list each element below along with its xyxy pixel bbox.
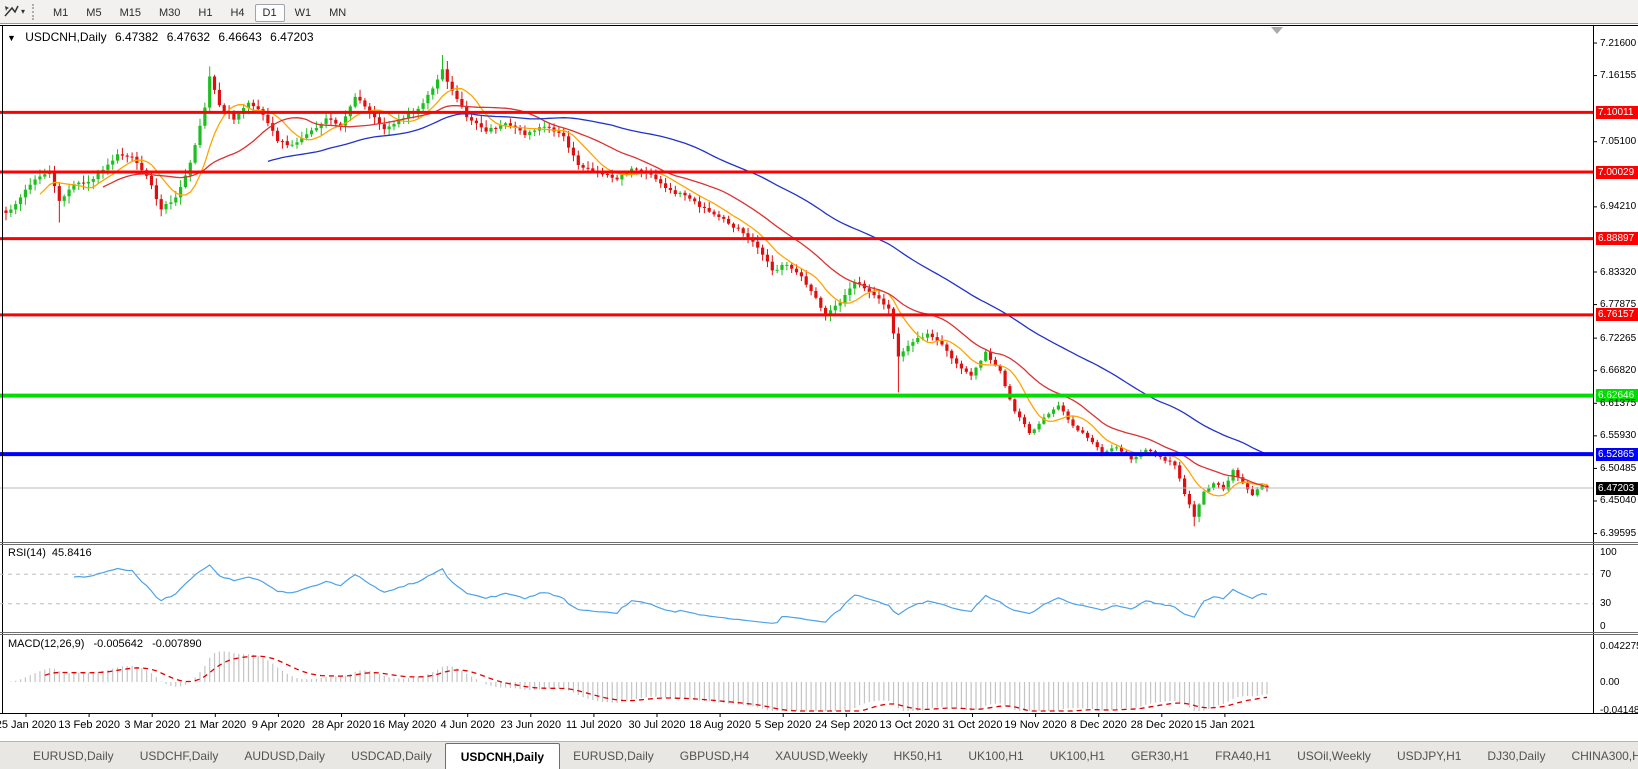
date-label-3: 21 Mar 2020 [184,719,247,731]
tab-XAUUSD-Weekly[interactable]: XAUUSD,Weekly [775,748,868,763]
toolbar: ▾ M1 M5 M15 M30 H1 H4 D1 W1 MN [0,0,1638,24]
chart-shift-marker-icon [1271,27,1283,34]
rsi-tick-100: 100 [1600,546,1617,558]
tab-GER30-H1[interactable]: GER30,H1 [1131,748,1190,763]
macd-tick-0.042275: 0.042275 [1600,640,1638,652]
date-label-14: 13 Oct 2020 [879,719,940,731]
tab-EURUSD-Daily[interactable]: EURUSD,Daily [33,748,114,763]
price-tick-6.39595: 6.39595 [1600,528,1637,540]
price-tick-6.55930: 6.55930 [1600,430,1637,442]
price-level-label-5: 6.52865 [1596,447,1638,461]
chevron-down-icon[interactable]: ▾ [21,7,26,16]
price-tick-6.50485: 6.50485 [1600,462,1637,474]
date-label-18: 28 Dec 2020 [1130,719,1193,731]
macd-tick--0.04148: -0.04148 [1600,704,1638,716]
date-label-1: 13 Feb 2020 [58,719,120,731]
price-level-label-1: 7.00029 [1596,165,1638,179]
ma-55-line [267,113,1268,455]
tab-USOil-Weekly[interactable]: USOil,Weekly [1297,748,1371,763]
price-level-label-4: 6.62646 [1596,389,1638,403]
price-tick-6.72265: 6.72265 [1600,332,1637,344]
timeframe-toolbar: M1 M5 M15 M30 H1 H4 D1 W1 MN [44,3,355,22]
chart-title: ▼ USDCNH,Daily 6.47382 6.47632 6.46643 6… [7,30,314,44]
tab-USDCHF-Daily[interactable]: USDCHF,Daily [139,748,219,763]
rsi-label: RSI(14) 45.8416 [8,547,92,559]
date-label-6: 16 May 2020 [372,719,437,731]
tab-HK50-H1[interactable]: HK50,H1 [893,748,943,763]
rsi-tick-70: 70 [1600,568,1612,580]
timeframe-button-H4[interactable]: H4 [230,6,245,19]
price-tick-6.77875: 6.77875 [1600,299,1637,311]
tab-USDJPY-H1[interactable]: USDJPY,H1 [1396,748,1462,763]
date-label-2: 3 Mar 2020 [124,719,181,731]
price-tick-6.83320: 6.83320 [1600,266,1637,278]
tab-USDCAD-Daily[interactable]: USDCAD,Daily [351,748,432,763]
date-label-7: 4 Jun 2020 [440,719,495,731]
date-label-13: 24 Sep 2020 [815,719,878,731]
price-tick-6.45040: 6.45040 [1600,495,1637,507]
tab-CHINA300-H1[interactable]: CHINA300,H1 [1571,748,1638,763]
tab-USDCNH-Daily[interactable]: USDCNH,Daily [444,743,561,769]
macd-tick-0.00: 0.00 [1600,676,1620,688]
rsi-line [73,564,1268,624]
timeframe-button-M30[interactable]: M30 [158,6,181,19]
date-label-9: 11 Jul 2020 [565,719,622,731]
date-label-12: 5 Sep 2020 [755,719,812,731]
timeframe-button-MN[interactable]: MN [329,6,347,19]
price-level-label-2: 6.88897 [1596,232,1638,246]
date-label-19: 15 Jan 2021 [1194,719,1256,731]
timeframe-button-M5[interactable]: M5 [86,6,102,19]
title-high: 6.47632 [166,30,211,44]
date-label-10: 30 Jul 2020 [628,719,686,731]
tab-UK100-H1[interactable]: UK100,H1 [968,748,1024,763]
price-tick-7.21600: 7.21600 [1600,37,1637,49]
date-label-16: 19 Nov 2020 [1004,719,1067,731]
chart-cursor-icon[interactable] [3,4,20,19]
date-label-5: 28 Apr 2020 [311,719,372,731]
rsi-tick-30: 30 [1600,598,1612,610]
price-tick-7.16155: 7.16155 [1600,70,1637,82]
price-level-label-3: 6.76157 [1596,308,1638,322]
ma-8-line [39,87,1268,497]
date-label-17: 8 Dec 2020 [1070,719,1127,731]
symbol-tab-bar: EURUSD,Daily USDCHF,Daily AUDUSD,Daily USDC… [0,741,1638,769]
macd-label: MACD(12,26,9) -0.005642 -0.007890 [8,638,202,650]
tab-EURUSD-Daily[interactable]: EURUSD,Daily [573,748,654,763]
price-tick-6.61375: 6.61375 [1600,397,1637,409]
timeframe-button-W1[interactable]: W1 [294,6,312,19]
price-tick-6.66820: 6.66820 [1600,365,1637,377]
rsi-tick-0: 0 [1600,620,1606,632]
tab-FRA40-H1[interactable]: FRA40,H1 [1215,748,1272,763]
tab-UK100-H1[interactable]: UK100,H1 [1049,748,1106,763]
date-label-15: 31 Oct 2020 [942,719,1003,731]
title-symbol: USDCNH,Daily [25,30,107,44]
ma-21-line [102,104,1268,488]
date-label-0: 25 Jan 2020 [0,719,57,731]
timeframe-button-D1[interactable]: D1 [254,3,285,22]
current-price-label: 6.47203 [1596,481,1638,495]
collapse-icon[interactable]: ▼ [7,33,16,43]
price-tick-7.05100: 7.05100 [1600,136,1637,148]
macd-signal-line [44,655,1268,712]
tab-AUDUSD-Daily[interactable]: AUDUSD,Daily [244,748,326,763]
macd-histogram [10,651,1268,711]
timeframe-button-M15[interactable]: M15 [119,6,141,19]
price-level-label-0: 7.10011 [1596,105,1638,119]
tab-GBPUSD-H4[interactable]: GBPUSD,H4 [679,748,750,763]
title-low: 6.46643 [218,30,262,44]
date-label-8: 23 Jun 2020 [500,719,562,731]
toolbar-grip[interactable] [32,3,37,20]
tab-DJ30-Daily[interactable]: DJ30,Daily [1487,748,1546,763]
date-label-11: 18 Aug 2020 [689,719,751,731]
price-tick-6.94210: 6.94210 [1600,201,1637,213]
timeframe-button-H1[interactable]: H1 [198,6,213,19]
title-close: 6.47203 [270,30,314,44]
date-label-4: 9 Apr 2020 [251,719,305,731]
title-open: 6.47382 [114,30,159,44]
timeframe-button-M1[interactable]: M1 [53,6,69,19]
